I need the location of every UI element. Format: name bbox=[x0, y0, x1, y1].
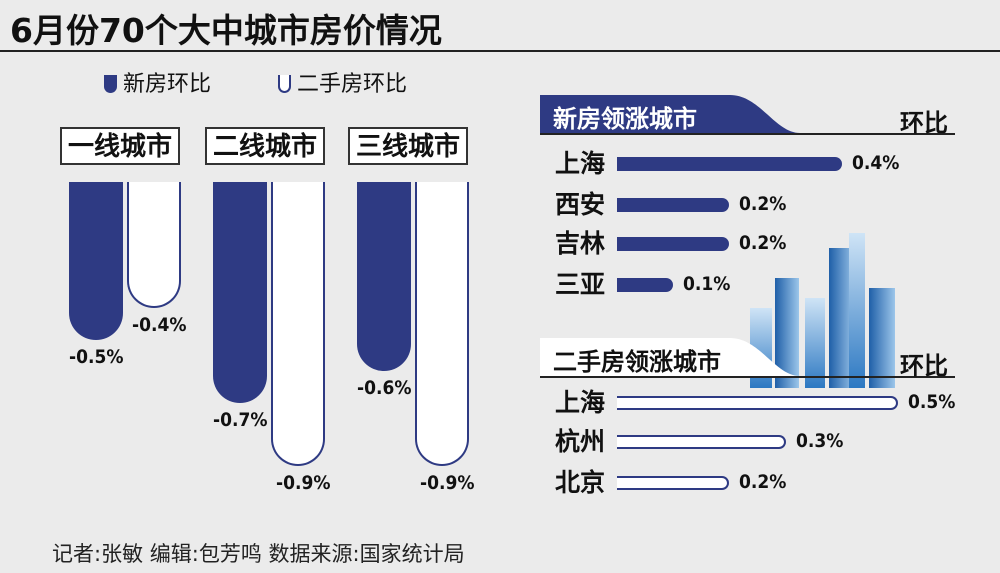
value-label: 0.2% bbox=[739, 471, 787, 493]
value-label: 0.2% bbox=[739, 193, 787, 215]
city-bar bbox=[617, 476, 730, 490]
city-bar bbox=[617, 278, 674, 292]
value-label-second: -0.9% bbox=[276, 471, 331, 494]
value-label-second: -0.4% bbox=[132, 314, 187, 336]
legend-second: 二手房环比 bbox=[278, 66, 407, 98]
section-header-band bbox=[540, 338, 955, 378]
city-bar bbox=[617, 198, 730, 212]
legend-label-new: 新房环比 bbox=[123, 72, 212, 97]
skyline-illustration bbox=[750, 233, 895, 388]
bar-second bbox=[271, 182, 325, 466]
legend-label-second: 二手房环比 bbox=[297, 72, 408, 97]
value-label-second: -0.9% bbox=[420, 471, 475, 494]
legend-new: 新房环比 bbox=[104, 66, 211, 98]
value-label: 0.3% bbox=[795, 430, 844, 452]
legend-swatch-second bbox=[278, 75, 291, 93]
tier-label: 一线城市 bbox=[60, 127, 181, 165]
legend-swatch-new bbox=[104, 75, 117, 93]
value-label-new: -0.6% bbox=[357, 377, 412, 399]
city-label: 北京 bbox=[555, 468, 606, 497]
city-bar bbox=[617, 157, 842, 171]
bar-second bbox=[127, 182, 181, 308]
value-label-new: -0.5% bbox=[69, 345, 124, 368]
city-label: 西安 bbox=[555, 190, 606, 219]
section-header-band bbox=[540, 95, 955, 135]
bar-second bbox=[415, 182, 469, 466]
city-bar bbox=[617, 435, 786, 449]
tier-label: 三线城市 bbox=[348, 127, 469, 165]
city-label: 上海 bbox=[555, 388, 606, 417]
value-label-new: -0.7% bbox=[213, 408, 268, 431]
axis-label: 环比 bbox=[900, 352, 948, 380]
city-bar bbox=[617, 396, 898, 410]
section-title: 二手房领涨城市 bbox=[553, 348, 721, 376]
bar-new bbox=[69, 182, 123, 340]
title-divider bbox=[0, 50, 1000, 52]
footer-credits: 记者:张敏 编辑:包芳鸣 数据来源:国家统计局 bbox=[52, 542, 465, 566]
bar-new bbox=[213, 182, 267, 403]
value-label: 0.2% bbox=[739, 232, 787, 254]
bar-new bbox=[357, 182, 411, 371]
value-label: 0.1% bbox=[683, 273, 731, 295]
value-label: 0.4% bbox=[851, 152, 900, 174]
tier-label: 二线城市 bbox=[205, 127, 326, 165]
city-label: 上海 bbox=[555, 149, 606, 178]
city-label: 三亚 bbox=[555, 270, 606, 299]
city-bar bbox=[617, 237, 730, 251]
city-label: 吉林 bbox=[555, 229, 606, 258]
city-label: 杭州 bbox=[555, 427, 606, 456]
section-title: 新房领涨城市 bbox=[553, 105, 697, 133]
value-label: 0.5% bbox=[908, 391, 956, 413]
axis-label: 环比 bbox=[900, 109, 948, 137]
chart-title: 6月份70个大中城市房价情况 bbox=[10, 11, 442, 50]
